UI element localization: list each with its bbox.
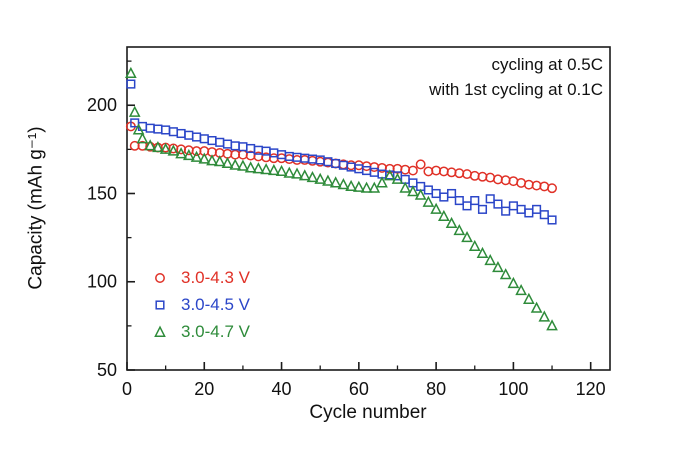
y-tick-label: 150: [87, 183, 117, 203]
y-axis-label: Capacity (mAh g⁻¹): [25, 126, 47, 290]
legend-marker-square-icon: [155, 299, 165, 310]
legend-item-3-0-4-5v: 3.0-4.5 V: [152, 291, 250, 318]
series-triangle: [125, 66, 558, 331]
x-tick-label: 120: [576, 379, 606, 399]
y-tick-label: 100: [87, 272, 117, 292]
x-tick-label: 100: [498, 379, 528, 399]
y-tick-label: 200: [87, 95, 117, 115]
annotation-line-1: cycling at 0.5C: [491, 55, 604, 74]
legend-label: 3.0-4.5 V: [181, 294, 250, 314]
legend-label: 3.0-4.3 V: [181, 267, 250, 287]
y-tick-label: 50: [97, 360, 117, 380]
legend-item-3-0-4-3v: 3.0-4.3 V: [152, 264, 250, 291]
annotation-line-2: with 1st cycling at 0.1C: [429, 80, 603, 99]
axes: 0 20 40 60 80 100 120 50 100 150 200: [87, 46, 611, 399]
x-tick-label: 0: [122, 379, 132, 399]
annotation: cycling at 0.5C with 1st cycling at 0.1C: [429, 52, 603, 102]
legend-marker-triangle-icon: [154, 325, 166, 337]
x-tick-label: 20: [194, 379, 214, 399]
legend: 3.0-4.3 V 3.0-4.5 V 3.0-4.7 V: [152, 264, 250, 345]
x-tick-label: 80: [426, 379, 446, 399]
series-square: [126, 79, 557, 225]
legend-item-3-0-4-7v: 3.0-4.7 V: [152, 318, 250, 345]
x-tick-label: 60: [349, 379, 369, 399]
x-tick-label: 40: [272, 379, 292, 399]
legend-label: 3.0-4.7 V: [181, 321, 250, 341]
x-axis-label: Cycle number: [309, 402, 427, 423]
legend-marker-circle-icon: [155, 272, 165, 283]
